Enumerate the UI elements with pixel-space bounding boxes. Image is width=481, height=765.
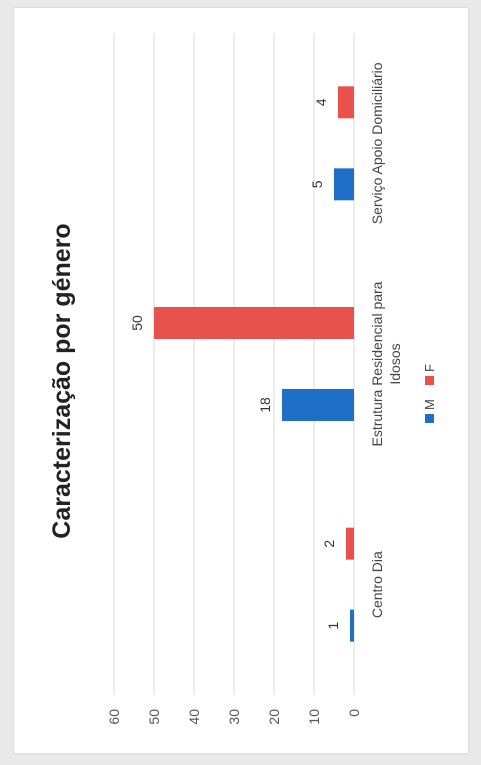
data-label: 1 (325, 622, 341, 630)
legend-label-M: M (422, 399, 437, 410)
category-labels: Centro Dia Estrutura Residencial para Idos… (369, 62, 403, 618)
data-label: 18 (257, 397, 273, 413)
y-tick-label: 30 (226, 709, 242, 725)
bar-F-0 (346, 527, 354, 560)
y-tick-label: 0 (346, 709, 362, 717)
category-label: Serviço Apoio Domiciliário (369, 62, 385, 224)
chart-title: Caracterização por género (48, 223, 76, 538)
category-label: Centro Dia (369, 551, 385, 618)
bar-M-0 (350, 609, 354, 642)
bar-F-1 (154, 307, 354, 339)
legend-swatch-F (425, 376, 434, 385)
bar-F-2 (338, 86, 354, 119)
data-label: 50 (129, 315, 145, 331)
legend-label-F: F (422, 364, 437, 372)
chart-frame: Caracterização por género 0 10 20 30 40 50 60 … (14, 8, 468, 753)
legend-swatch-M (425, 414, 434, 423)
data-labels: 1 2 18 50 5 4 (129, 98, 341, 629)
bar-chart: Caracterização por género 0102030405060 … (48, 33, 437, 725)
bar-M-2 (334, 168, 354, 201)
category-label: Idosos (387, 343, 403, 384)
y-axis-ticks: 0 10 20 30 40 50 60 (106, 709, 362, 725)
data-label: 2 (321, 540, 337, 548)
y-tick-label: 10 (306, 709, 322, 725)
chart-card: Caracterização por género 0 10 20 30 40 50 60 … (14, 8, 468, 753)
y-tick-label: 60 (106, 709, 122, 725)
legend: MF (422, 364, 437, 423)
data-label: 4 (313, 98, 329, 106)
y-tick-label: 20 (266, 709, 282, 725)
data-label: 5 (309, 180, 325, 188)
bar-M-1 (282, 389, 354, 421)
category-label: Estrutura Residencial para (369, 281, 385, 446)
y-tick-label: 50 (146, 709, 162, 725)
gridlines (113, 33, 355, 695)
bars (154, 86, 354, 642)
y-tick-label: 40 (186, 709, 202, 725)
